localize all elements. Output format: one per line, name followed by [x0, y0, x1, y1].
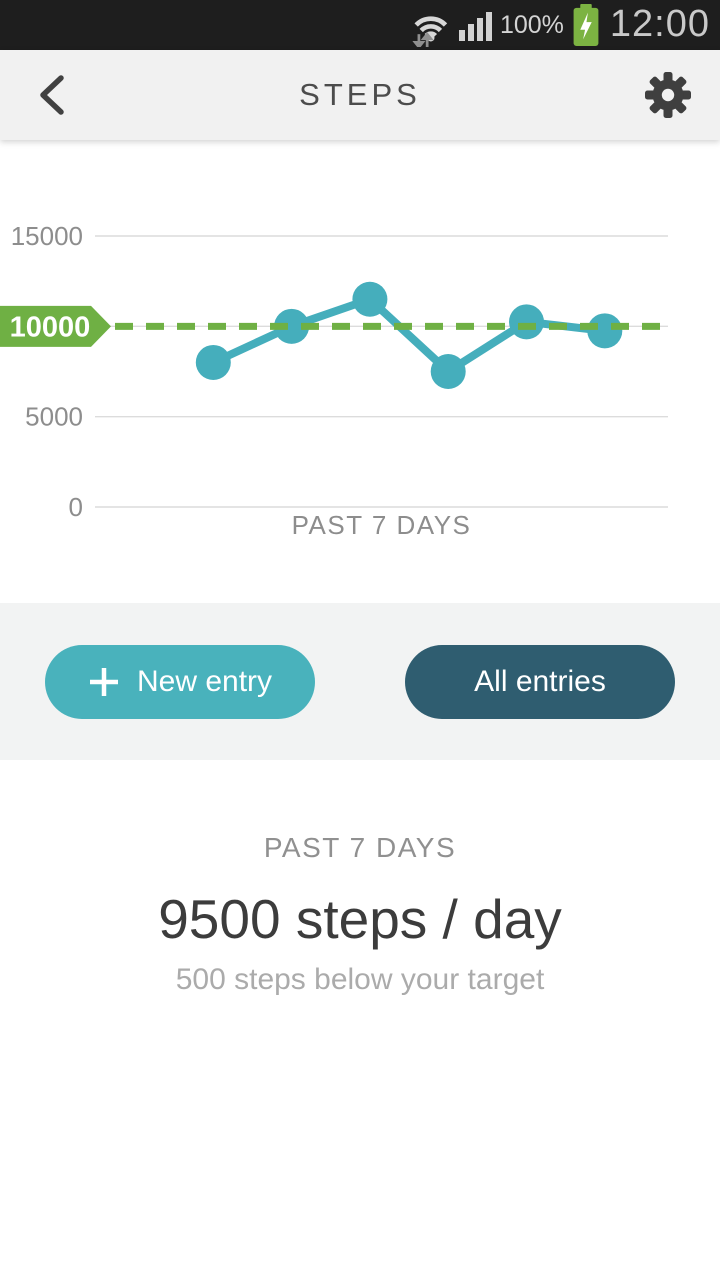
wifi-icon — [412, 16, 448, 47]
svg-text:PAST 7 DAYS: PAST 7 DAYS — [292, 510, 472, 540]
summary-section: PAST 7 DAYS 9500 steps / day 500 steps b… — [0, 760, 720, 998]
steps-chart: 0 5000 15000 10000 PAST 7 DAYS — [0, 221, 668, 540]
settings-button[interactable] — [640, 67, 696, 123]
plus-icon — [89, 667, 118, 696]
page-title: STEPS — [299, 77, 421, 112]
summary-delta-label: 500 steps below your target — [175, 963, 545, 996]
status-bar: 100% 12:00 — [0, 0, 720, 50]
action-bar: New entry All entries — [0, 603, 720, 760]
new-entry-label: New entry — [136, 664, 273, 698]
summary-period-label: PAST 7 DAYS — [263, 832, 457, 863]
back-button[interactable] — [24, 67, 80, 123]
signal-strength-icon — [458, 12, 492, 41]
header: STEPS — [0, 50, 720, 140]
svg-text:10000: 10000 — [10, 311, 91, 343]
svg-text:0: 0 — [69, 492, 83, 522]
gear-icon — [645, 72, 691, 118]
chart-area: 0 5000 15000 10000 PAST 7 DAYS — [0, 141, 720, 603]
svg-text:15000: 15000 — [11, 221, 83, 251]
clock-label: 12:00 — [609, 2, 710, 45]
back-chevron-icon — [40, 75, 64, 115]
battery-percent-label: 100% — [499, 10, 564, 39]
new-entry-button[interactable]: New entry — [45, 644, 315, 719]
svg-text:5000: 5000 — [25, 402, 83, 432]
all-entries-button[interactable]: All entries — [405, 644, 675, 719]
battery-charging-icon — [573, 4, 599, 46]
all-entries-label: All entries — [474, 664, 606, 698]
summary-average-value: 9500 steps / day — [158, 888, 562, 950]
